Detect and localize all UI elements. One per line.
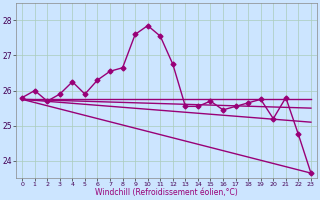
X-axis label: Windchill (Refroidissement éolien,°C): Windchill (Refroidissement éolien,°C) <box>95 188 238 197</box>
